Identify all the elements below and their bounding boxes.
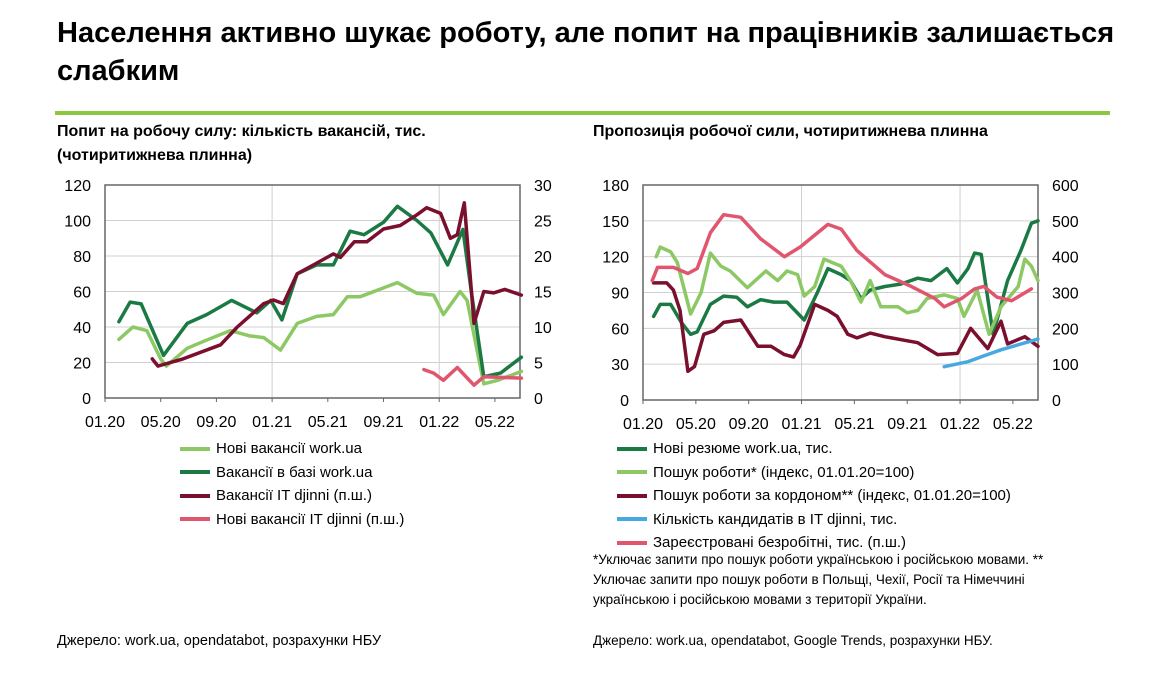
x-tick-label: 01.22 [419,414,459,431]
legend-swatch [617,470,647,475]
y2-tick-label: 500 [1052,214,1079,231]
x-tick-label: 09.21 [887,416,927,433]
plot-frame [642,184,1039,401]
legend-item: Нові резюме work.ua, тис. [617,437,1011,461]
y2-tick-label: 30 [534,178,552,195]
legend-swatch [180,446,210,451]
x-tick-label: 01.21 [252,414,292,431]
y-tick-label: 60 [611,321,629,338]
y-tick-label: 60 [73,285,91,302]
y2-tick-label: 5 [534,356,543,373]
y-tick-label: 90 [611,286,629,303]
x-tick-label: 09.20 [729,416,769,433]
legend-swatch [180,470,210,475]
y-tick-label: 120 [602,250,629,267]
x-tick-label: 01.21 [782,416,822,433]
plot-frame [104,184,521,399]
series-line-3 [942,337,1040,369]
right-chart-subtitle: Пропозиція робочої сили, чотиритижнева п… [593,123,988,140]
y2-tick-label: 100 [1052,357,1079,374]
x-tick-label: 05.20 [141,414,181,431]
legend-label: Вакансії IT djinni (п.ш.) [216,487,372,504]
series-line-3 [422,365,524,387]
y2-tick-label: 15 [534,285,552,302]
y2-tick-label: 600 [1052,178,1079,195]
left-chart-source: Джерело: work.ua, opendatabot, розрахунк… [57,633,382,649]
legend-label: Вакансії в базі work.ua [216,463,373,481]
legend-swatch [180,517,210,522]
y2-tick-label: 300 [1052,286,1079,303]
series-line-2 [150,201,524,368]
chart-0: 0 0 20 5 40 10 60 15 80 20 100 25 120 30 01.20 05.20 09.… [64,178,552,431]
legend-item: Кількість кандидатів в IT djinni, тис. [617,508,1011,532]
title-divider [55,111,1110,115]
series-line-2 [651,281,1040,374]
legend-label: Нові вакансії work.ua [216,440,362,457]
page-title: Населення активно шукає роботу, але попи… [57,17,1115,87]
series-line-1 [117,204,524,379]
y-tick-label: 40 [73,320,91,337]
legend-swatch [617,540,647,545]
series-line-0 [651,219,1040,337]
x-tick-label: 05.20 [676,416,716,433]
legend-label: Пошук роботи за кордоном** (індекс, 01.0… [653,487,1011,504]
right-chart-source: Джерело: work.ua, opendatabot, Google Tr… [593,633,993,648]
y-tick-label: 120 [64,178,91,195]
legend-item: Нові вакансії IT djinni (п.ш.) [180,508,404,532]
series-line-4 [650,212,1034,309]
y-tick-label: 150 [602,214,629,231]
legend-item: Пошук роботи за кордоном** (індекс, 01.0… [617,484,1011,508]
chart-1: 0 0 30 100 60 200 90 300 120 400 150 500 180 600 01.20… [602,178,1079,433]
series-line-1 [654,245,1040,337]
y-tick-label: 80 [73,249,91,266]
legend-label: Зареєстровані безробітні, тис. (п.ш.) [653,534,907,551]
legend-item: Пошук роботи* (індекс, 01.01.20=100) [617,461,1011,485]
legend-label: Кількість кандидатів в IT djinni, тис. [653,510,898,528]
y-tick-label: 100 [64,214,91,231]
y-tick-label: 0 [620,393,629,410]
x-tick-label: 01.22 [940,416,980,433]
legend-swatch [180,493,210,498]
x-tick-label: 05.21 [308,414,348,431]
right-chart-footnote: *Уключає запити про пошук роботи українс… [593,552,1044,607]
x-tick-label: 05.22 [475,414,515,431]
y-tick-label: 30 [611,357,629,374]
legend-swatch [617,517,647,522]
x-tick-label: 01.20 [623,416,663,433]
x-tick-label: 05.21 [834,416,874,433]
x-tick-label: 09.21 [364,414,404,431]
legend-swatch [617,446,647,451]
y-tick-label: 180 [602,178,629,195]
y2-tick-label: 0 [534,391,543,408]
y2-tick-label: 400 [1052,250,1079,267]
y2-tick-label: 0 [1052,393,1061,410]
legend-item: Нові вакансії work.ua [180,437,404,461]
legend-label: Нові вакансії IT djinni (п.ш.) [216,510,405,528]
legend-item: Вакансії в базі work.ua [180,461,404,485]
left-chart-legend: Нові вакансії work.ua Вакансії в базі wor… [180,437,404,531]
x-tick-label: 09.20 [196,414,236,431]
legend-label: Пошук роботи* (індекс, 01.01.20=100) [653,463,915,481]
y2-tick-label: 25 [534,214,552,231]
x-tick-label: 01.20 [85,414,125,431]
legend-label: Нові резюме work.ua, тис. [653,440,833,457]
right-chart-legend: Нові резюме work.ua, тис. Пошук роботи* (… [617,437,1011,555]
x-tick-label: 05.22 [993,416,1033,433]
y-tick-label: 0 [82,391,91,408]
legend-swatch [617,493,647,498]
left-chart-subtitle: Попит на робочу силу: кількість вакансій… [57,123,426,164]
y-tick-label: 20 [73,356,91,373]
y2-tick-label: 200 [1052,321,1079,338]
y2-tick-label: 20 [534,249,552,266]
y2-tick-label: 10 [534,320,552,337]
legend-item: Вакансії IT djinni (п.ш.) [180,484,404,508]
legend-item: Зареєстровані безробітні, тис. (п.ш.) [617,531,1011,555]
